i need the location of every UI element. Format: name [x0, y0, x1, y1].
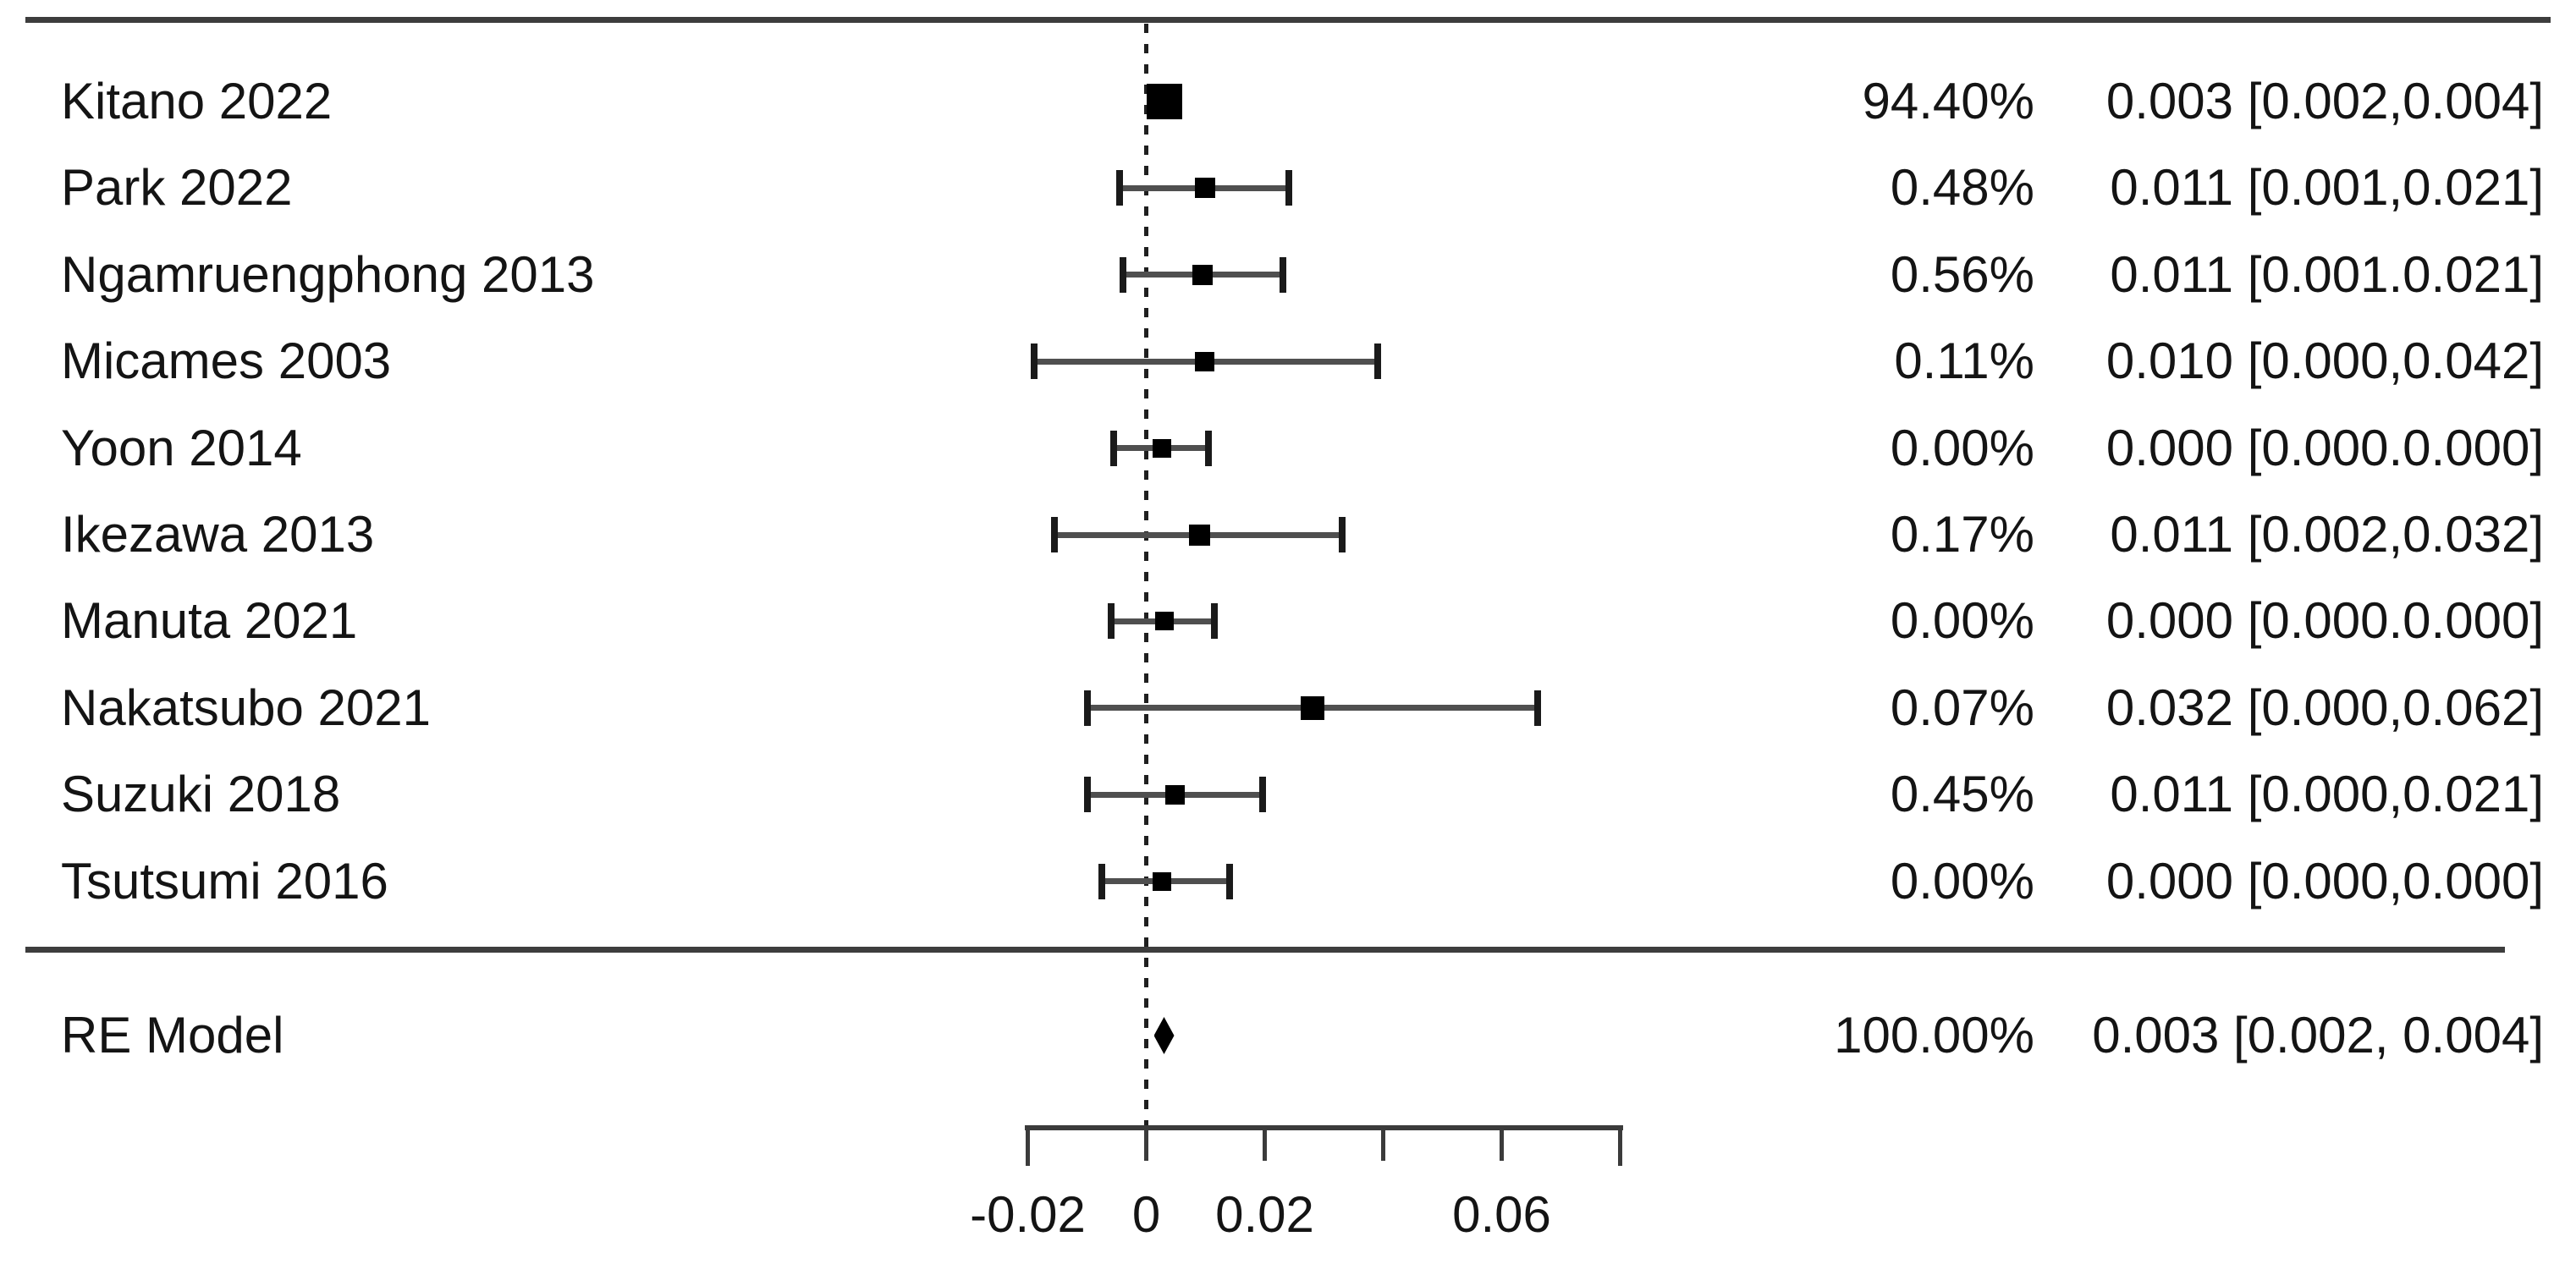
- study-weight: 0.00%: [1890, 852, 2034, 910]
- axis-tick-label: 0.02: [1215, 1186, 1314, 1243]
- ci-cap-right: [1285, 170, 1292, 206]
- study-estimate: 0.000 [0.000,0.000]: [2105, 852, 2544, 910]
- study-label: Park 2022: [61, 159, 293, 217]
- ci-cap-left: [1030, 343, 1038, 380]
- zero-reference-line: [1144, 24, 1148, 1158]
- ci-cap-right: [1338, 517, 1346, 552]
- ci-cap-right: [1211, 603, 1218, 640]
- ci-cap-right: [1259, 777, 1267, 813]
- study-label: Micames 2003: [61, 332, 392, 390]
- study-label: Yoon 2014: [61, 419, 302, 476]
- ci-cap-left: [1110, 430, 1117, 466]
- ci-cap-right: [1279, 256, 1286, 293]
- summary-weight: 100.00%: [1834, 1007, 2034, 1063]
- axis-tick: [1263, 1125, 1267, 1161]
- study-estimate: 0.000 [0.000.0.000]: [2105, 592, 2544, 650]
- ci-cap-right: [1373, 343, 1381, 380]
- summary-estimate: 0.003 [0.002, 0.004]: [2092, 1007, 2544, 1063]
- axis-tick: [1500, 1125, 1504, 1161]
- study-weight: 0.00%: [1890, 592, 2034, 650]
- axis-tick-label: -0.02: [970, 1186, 1086, 1243]
- ci-cap-left: [1083, 690, 1091, 726]
- study-weight: 0.07%: [1890, 679, 2034, 736]
- ci-cap-right: [1205, 430, 1212, 466]
- study-weight: 0.56%: [1890, 245, 2034, 303]
- ci-cap-right: [1533, 690, 1541, 726]
- point-marker: [1147, 84, 1183, 119]
- study-label: Ikezawa 2013: [61, 506, 375, 563]
- study-estimate: 0.003 [0.002,0.004]: [2105, 73, 2544, 129]
- ci-cap-right: [1225, 863, 1233, 899]
- ci-cap-left: [1119, 256, 1126, 293]
- study-estimate: 0.011 [0.002,0.032]: [2110, 506, 2544, 563]
- study-estimate: 0.011 [0.001,0.021]: [2110, 159, 2544, 217]
- study-label: Suzuki 2018: [61, 766, 341, 823]
- ci-cap-left: [1116, 170, 1123, 206]
- point-marker: [1192, 264, 1213, 285]
- point-marker: [1153, 871, 1172, 891]
- study-label: Tsutsumi 2016: [61, 852, 388, 910]
- ci-cap-left: [1107, 603, 1115, 640]
- study-weight: 0.45%: [1890, 766, 2034, 823]
- point-marker: [1189, 524, 1210, 546]
- point-marker: [1153, 438, 1172, 458]
- study-label: Manuta 2021: [61, 592, 358, 650]
- x-axis-line: [1025, 1125, 1623, 1130]
- point-marker: [1194, 178, 1215, 199]
- summary-diamond: [1153, 1017, 1175, 1054]
- axis-tick: [1618, 1125, 1622, 1166]
- axis-tick: [1381, 1125, 1385, 1161]
- point-marker: [1300, 695, 1324, 720]
- point-marker: [1165, 784, 1186, 805]
- ci-cap-left: [1084, 777, 1092, 813]
- study-label: Ngamruengphong 2013: [61, 245, 595, 303]
- study-weight: 94.40%: [1862, 73, 2035, 129]
- study-estimate: 0.032 [0.000,0.062]: [2105, 679, 2544, 736]
- study-weight: 0.48%: [1890, 159, 2034, 217]
- top-rule: [25, 17, 2551, 23]
- ci-cap-left: [1098, 863, 1105, 899]
- point-marker: [1195, 351, 1215, 371]
- separator-rule: [25, 947, 2505, 953]
- study-estimate: 0.011 [0.001.0.021]: [2110, 245, 2544, 303]
- study-weight: 0.00%: [1890, 419, 2034, 476]
- axis-tick: [1144, 1125, 1148, 1161]
- study-label: Kitano 2022: [61, 73, 333, 129]
- summary-label: RE Model: [61, 1007, 284, 1063]
- study-label: Nakatsubo 2021: [61, 679, 431, 736]
- axis-tick-label: 0.06: [1452, 1186, 1551, 1243]
- study-weight: 0.11%: [1894, 332, 2034, 390]
- study-estimate: 0.010 [0.000,0.042]: [2105, 332, 2544, 390]
- point-marker: [1155, 612, 1175, 631]
- axis-tick: [1026, 1125, 1030, 1166]
- axis-tick-label: 0: [1131, 1186, 1161, 1243]
- study-weight: 0.17%: [1890, 506, 2034, 563]
- study-estimate: 0.000 [0.000.0.000]: [2105, 419, 2544, 476]
- ci-cap-left: [1051, 517, 1058, 552]
- study-estimate: 0.011 [0.000,0.021]: [2110, 766, 2544, 823]
